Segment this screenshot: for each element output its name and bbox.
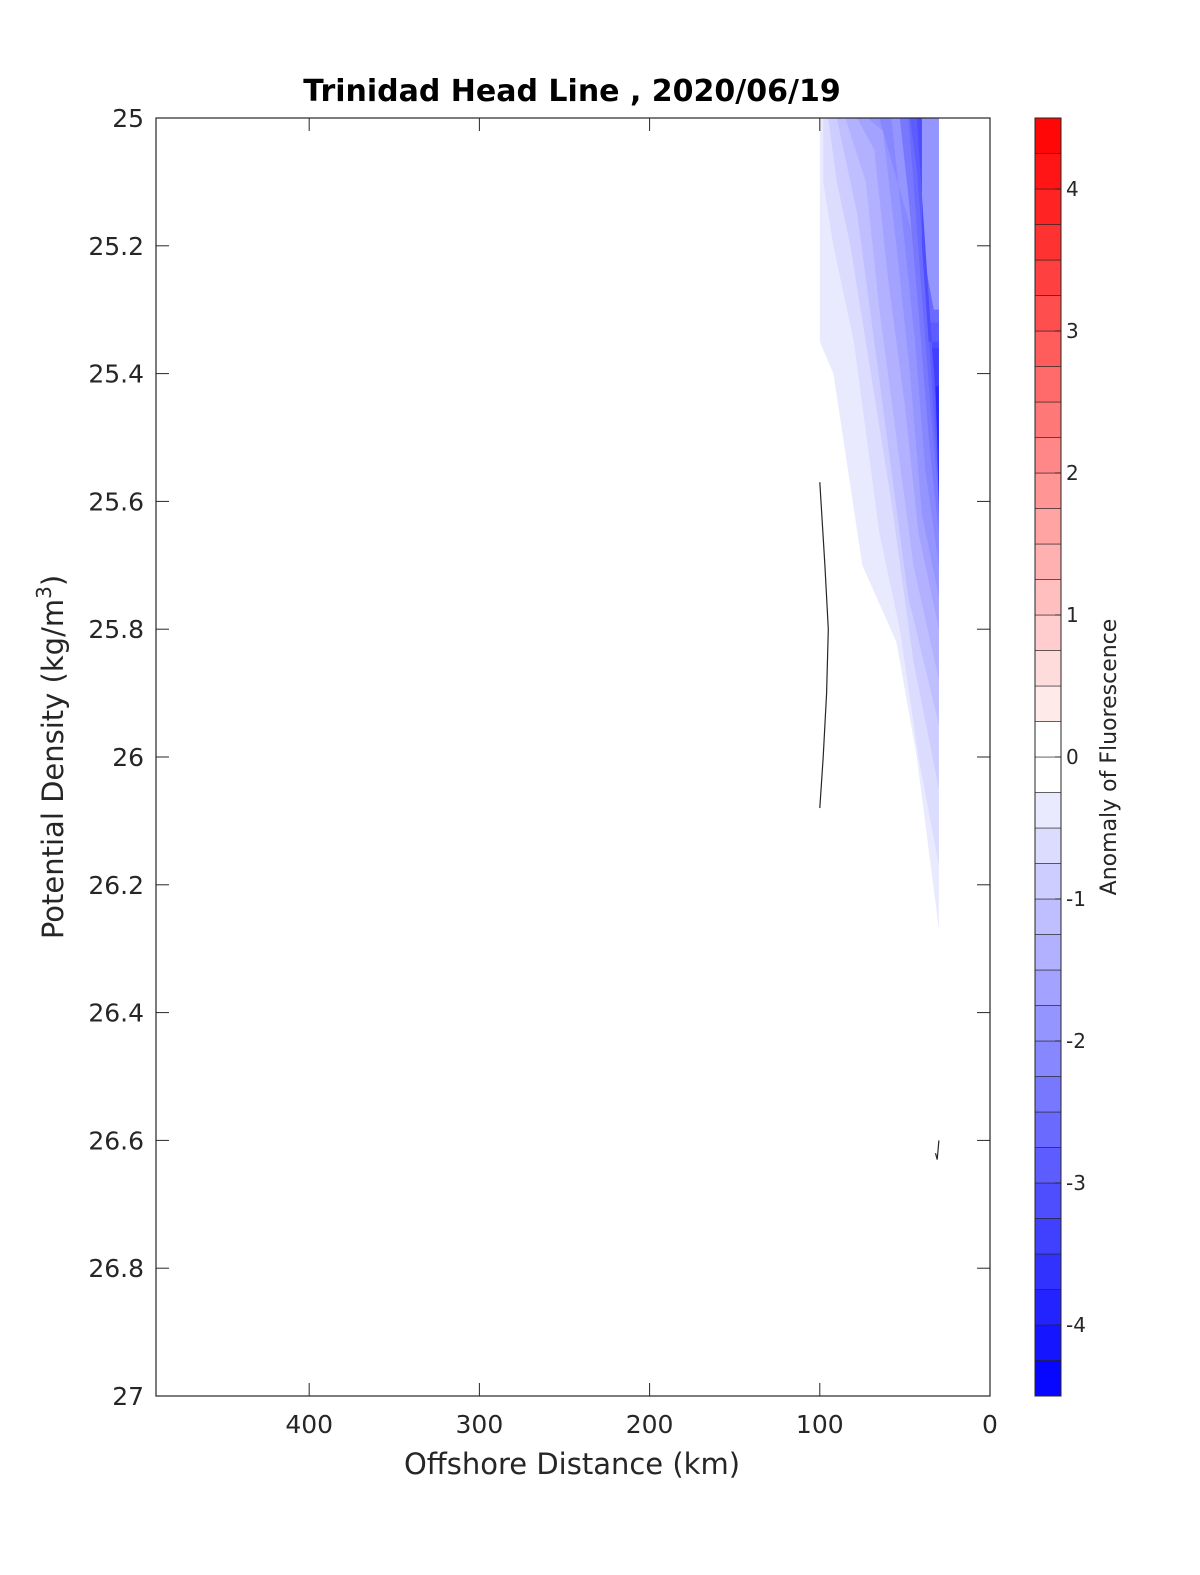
colorbar-band [1034,685,1062,722]
colorbar-tick-label: 3 [1066,319,1079,343]
colorbar-band [1034,437,1062,474]
colorbar-band [1034,969,1062,1006]
colorbar-band [1034,756,1062,793]
colorbar-band [1034,1218,1062,1255]
y-tick-label: 26.6 [88,1126,144,1155]
colorbar-tick-label: -4 [1066,1313,1086,1337]
x-tick-label: 200 [626,1410,674,1439]
y-tick-label: 25.2 [88,232,144,261]
colorbar-bands [1034,117,1062,1397]
y-tick-label: 25 [112,104,144,133]
colorbar-tick-label: -3 [1066,1171,1086,1195]
colorbar-band [1034,863,1062,900]
colorbar-band [1034,330,1062,367]
y-tick-label: 26 [112,743,144,772]
colorbar-band [1034,827,1062,864]
x-tick-label: 0 [982,1410,998,1439]
contour-region-12 [932,348,939,451]
x-tick-label: 300 [456,1410,504,1439]
colorbar-tick-label: 0 [1066,745,1079,769]
y-tick-label: 25.4 [88,360,144,389]
contour-region-13 [935,386,939,515]
colorbar: -4 -3 -2 -1 0 1 2 3 4 [1034,117,1086,1397]
colorbar-band [1034,1111,1062,1148]
colorbar-tick-label: 4 [1066,177,1079,201]
colorbar-band [1034,153,1062,190]
y-tick-label: 26.4 [88,999,144,1028]
y-tick-label: 25.8 [88,615,144,644]
zero-contour-lines [819,482,940,1160]
colorbar-band [1034,1253,1062,1290]
colorbar-tick-label: -2 [1066,1029,1086,1053]
y-axis-label-prefix: Potential Density (kg/m [36,599,70,939]
filled-contour-regions [819,118,939,930]
colorbar-tick-label: -1 [1066,887,1086,911]
colorbar-band [1034,1289,1062,1326]
colorbar-band [1034,579,1062,616]
colorbar-band [1034,295,1062,332]
plot-area: 400 300 200 100 0 25 25.2 25.4 25.6 25.8 26 26.2 26… [88,104,998,1439]
chart-title: Trinidad Head Line , 2020/06/19 [303,74,840,109]
y-tick-label: 25.6 [88,487,144,516]
x-axis-label: Offshore Distance (km) [404,1447,740,1481]
colorbar-band [1034,721,1062,758]
y-axis-ticks: 25 25.2 25.4 25.6 25.8 26 26.2 26.4 26.6 26.8 27 [88,104,990,1411]
x-tick-label: 100 [796,1410,844,1439]
colorbar-band [1034,614,1062,651]
y-tick-label: 26.8 [88,1254,144,1283]
y-axis-label-suffix: ) [36,575,70,586]
colorbar-band [1034,259,1062,296]
colorbar-band [1034,401,1062,438]
colorbar-band [1034,1040,1062,1077]
colorbar-band [1034,1360,1062,1397]
colorbar-band [1034,1182,1062,1219]
colorbar-label: Anomaly of Fluorescence [1097,619,1122,896]
colorbar-band [1034,117,1062,154]
zero-contour-line-1 [934,1140,940,1160]
y-axis-label: Potential Density (kg/m3) [32,575,70,939]
colorbar-band [1034,792,1062,829]
colorbar-tick-label: 1 [1066,603,1079,627]
colorbar-band [1034,934,1062,971]
colorbar-band [1034,543,1062,580]
colorbar-band [1034,366,1062,403]
colorbar-band [1034,188,1062,225]
y-tick-label: 26.2 [88,871,144,900]
y-axis-label-superscript: 3 [32,586,56,599]
colorbar-band [1034,1324,1062,1361]
colorbar-tick-label: 2 [1066,461,1079,485]
contour-region-11 [916,118,939,470]
colorbar-band [1034,1147,1062,1184]
colorbar-band [1034,224,1062,261]
colorbar-band [1034,508,1062,545]
colorbar-band [1034,472,1062,509]
colorbar-band [1034,1076,1062,1113]
zero-contour-line-0 [819,482,829,809]
colorbar-band [1034,1005,1062,1042]
y-tick-label: 27 [112,1382,144,1411]
colorbar-ticks: -4 -3 -2 -1 0 1 2 3 4 [1055,177,1086,1337]
colorbar-band [1034,650,1062,687]
x-axis-ticks: 400 300 200 100 0 [285,118,998,1439]
colorbar-band [1034,898,1062,935]
x-tick-label: 400 [285,1410,333,1439]
contour-region-7 [879,118,939,566]
